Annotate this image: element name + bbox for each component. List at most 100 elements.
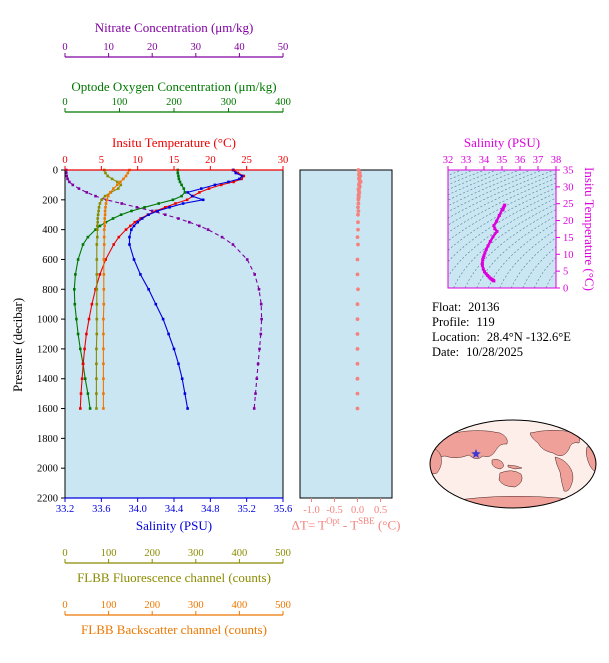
svg-text:35.6: 35.6 [274, 504, 292, 515]
ts-temperature-axis-title: Insitu Temperature (°C) [582, 167, 597, 291]
svg-text:0.0: 0.0 [351, 505, 364, 516]
pressure-axis-title: Pressure (decibar) [10, 297, 25, 392]
svg-text:0: 0 [62, 548, 67, 559]
info-value: 10/28/2025 [466, 345, 524, 359]
float-info: Float: 20136 Profile: 119 Location: 28.4°N … [432, 300, 571, 360]
oxygen-axis-title: Optode Oxygen Concentration (μm/kg) [71, 79, 277, 94]
delta-t-plot: -1.0 -0.5 0.0 0.5 [299, 168, 393, 516]
svg-text:15: 15 [563, 233, 574, 244]
svg-text:1000: 1000 [37, 315, 58, 326]
svg-text:-1.0: -1.0 [303, 505, 320, 516]
info-label: Location: [432, 330, 480, 344]
svg-text:800: 800 [42, 285, 58, 296]
info-row-location: Location: 28.4°N -132.6°E [432, 330, 571, 345]
svg-text:300: 300 [221, 97, 237, 108]
svg-text:200: 200 [144, 548, 160, 559]
svg-text:5: 5 [99, 155, 104, 166]
svg-text:34: 34 [479, 155, 490, 166]
info-row-float: Float: 20136 [432, 300, 571, 315]
svg-text:10: 10 [563, 250, 574, 261]
temperature-axis-title: Insitu Temperature (°C) [112, 135, 236, 150]
ts-salinity-axis-title: Salinity (PSU) [463, 135, 541, 150]
main-profile-plot: 0200400600800100012001400160018002000220… [37, 42, 292, 616]
svg-text:5: 5 [563, 267, 568, 278]
svg-text:200: 200 [42, 195, 58, 206]
info-value: 119 [476, 315, 495, 329]
svg-text:0: 0 [53, 166, 58, 177]
svg-text:200: 200 [166, 97, 182, 108]
svg-text:30: 30 [278, 155, 289, 166]
svg-text:0: 0 [62, 155, 67, 166]
svg-text:1400: 1400 [37, 374, 58, 385]
ts-diagram: 32 33 34 35 36 37 38 0 5 10 15 20 25 30 35 [443, 155, 574, 295]
delta-title-mid: - T [339, 517, 359, 533]
info-row-profile: Profile: 119 [432, 315, 571, 330]
salinity-axis-title: Salinity (PSU) [135, 518, 213, 533]
svg-text:34.4: 34.4 [165, 504, 184, 515]
svg-text:35: 35 [497, 155, 508, 166]
svg-text:1600: 1600 [37, 404, 58, 415]
fluorescence-axis-title: FLBB Fluorescence channel (counts) [77, 570, 271, 585]
info-value: 28.4°N -132.6°E [486, 330, 571, 344]
svg-text:50: 50 [278, 42, 289, 53]
svg-text:30: 30 [563, 182, 574, 193]
svg-text:10: 10 [132, 155, 143, 166]
info-label: Profile: [432, 315, 470, 329]
delta-title-sup1: Opt [326, 516, 340, 526]
svg-text:38: 38 [551, 155, 562, 166]
svg-text:300: 300 [188, 600, 204, 611]
svg-text:0: 0 [62, 97, 67, 108]
svg-text:34.0: 34.0 [128, 504, 146, 515]
delta-title-pre: ΔT= T [291, 517, 327, 533]
svg-text:33.2: 33.2 [56, 504, 74, 515]
svg-text:34.8: 34.8 [201, 504, 219, 515]
svg-text:25: 25 [563, 199, 574, 210]
map-continents [430, 426, 596, 508]
svg-text:300: 300 [188, 548, 204, 559]
isopycnal-contours [448, 170, 556, 288]
svg-text:100: 100 [101, 600, 117, 611]
svg-text:10: 10 [103, 42, 114, 53]
nitrate-axis-title: Nitrate Concentration (μm/kg) [94, 20, 254, 35]
svg-text:0.5: 0.5 [374, 505, 387, 516]
svg-text:400: 400 [42, 225, 58, 236]
svg-text:1200: 1200 [37, 344, 58, 355]
info-row-date: Date: 10/28/2025 [432, 345, 571, 360]
svg-text:100: 100 [101, 548, 117, 559]
backscatter-axis-title: FLBB Backscatter channel (counts) [81, 622, 267, 637]
svg-text:500: 500 [275, 600, 291, 611]
svg-text:500: 500 [275, 548, 291, 559]
svg-text:1800: 1800 [37, 434, 58, 445]
svg-text:20: 20 [147, 42, 158, 53]
svg-text:200: 200 [144, 600, 160, 611]
svg-text:400: 400 [232, 548, 248, 559]
svg-text:15: 15 [169, 155, 180, 166]
svg-text:400: 400 [275, 97, 291, 108]
svg-text:600: 600 [42, 255, 58, 266]
svg-text:33.6: 33.6 [92, 504, 110, 515]
info-label: Float: [432, 300, 462, 314]
svg-text:33: 33 [461, 155, 472, 166]
float-location-star [471, 448, 481, 459]
svg-text:25: 25 [241, 155, 252, 166]
svg-text:30: 30 [191, 42, 202, 53]
svg-text:0: 0 [62, 42, 67, 53]
svg-text:2000: 2000 [37, 464, 58, 475]
svg-text:32: 32 [443, 155, 454, 166]
svg-text:0: 0 [563, 284, 568, 295]
world-map [429, 419, 597, 509]
svg-text:20: 20 [205, 155, 216, 166]
svg-text:40: 40 [234, 42, 245, 53]
delta-title-post: (°C) [374, 517, 401, 533]
svg-text:36: 36 [515, 155, 526, 166]
svg-text:35.2: 35.2 [237, 504, 255, 515]
delta-title-sup2: SBE [358, 516, 375, 526]
svg-text:0: 0 [62, 600, 67, 611]
svg-text:35: 35 [563, 166, 574, 177]
info-value: 20136 [468, 300, 500, 314]
svg-text:400: 400 [232, 600, 248, 611]
delta-axis-title: ΔT= TOpt - TSBE (°C) [280, 516, 412, 533]
svg-text:37: 37 [533, 155, 544, 166]
